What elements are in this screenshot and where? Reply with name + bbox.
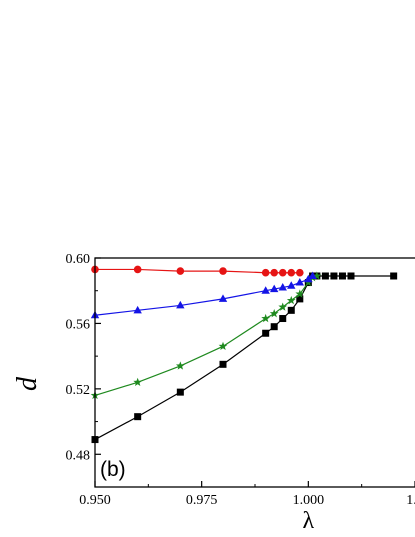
data-point: [278, 282, 287, 291]
data-point: [219, 267, 227, 275]
data-point: [133, 377, 143, 387]
y-tick-label: 0.48: [66, 448, 91, 463]
data-point: [176, 388, 184, 396]
data-point: [287, 281, 296, 289]
x-axis-label: λ: [303, 508, 315, 534]
data-point: [261, 268, 270, 277]
data-point: [261, 313, 271, 323]
data-point: [295, 278, 304, 286]
data-point: [390, 272, 398, 280]
x-tick-label: 0.950: [79, 493, 111, 508]
data-point: [262, 329, 270, 337]
x-tick-label: 1.000: [293, 493, 325, 508]
data-point: [278, 302, 288, 311]
data-point: [279, 315, 287, 323]
y-tick-label: 0.56: [66, 317, 91, 332]
data-point: [218, 294, 228, 302]
data-point: [270, 284, 279, 293]
data-point: [308, 271, 317, 279]
data-point: [134, 413, 142, 421]
data-point: [218, 341, 228, 351]
y-tick-label: 0.60: [66, 252, 91, 267]
panel-label: (b): [100, 458, 126, 481]
data-point: [296, 295, 304, 303]
x-tick-label: 1.0: [406, 493, 415, 508]
x-tick-label: 0.975: [186, 493, 218, 508]
data-point: [176, 300, 185, 309]
axes: 0.950 0.975 1.000 1.0 0.48 0.52 0.56 0.60: [66, 252, 415, 508]
series-circle: [91, 265, 304, 277]
data-point: [269, 309, 279, 318]
data-point: [176, 267, 185, 275]
data-point: [278, 268, 287, 277]
data-point: [321, 272, 329, 280]
data-point: [287, 306, 295, 314]
data-point: [304, 274, 313, 283]
plot-frame: [94, 257, 415, 488]
y-axis-label: d: [12, 376, 43, 391]
series-triangle: [90, 271, 317, 319]
data-point: [270, 268, 279, 277]
series-line: [94, 275, 318, 396]
data-point: [133, 305, 142, 314]
series-star: [90, 271, 322, 400]
data-point: [347, 272, 355, 280]
data-point: [261, 286, 270, 294]
data-point: [330, 272, 338, 280]
data-point: [175, 361, 185, 370]
data-point: [270, 323, 278, 331]
data-point: [133, 265, 142, 274]
data-point: [219, 360, 227, 368]
series-square: [91, 272, 398, 444]
data-point: [312, 271, 322, 280]
data-point: [296, 268, 304, 277]
data-point: [287, 268, 296, 277]
data-point: [295, 289, 305, 298]
data-point: [338, 272, 346, 280]
y-tick-label: 0.52: [66, 383, 91, 398]
plot-marks: [90, 265, 398, 444]
data-point: [286, 295, 296, 305]
